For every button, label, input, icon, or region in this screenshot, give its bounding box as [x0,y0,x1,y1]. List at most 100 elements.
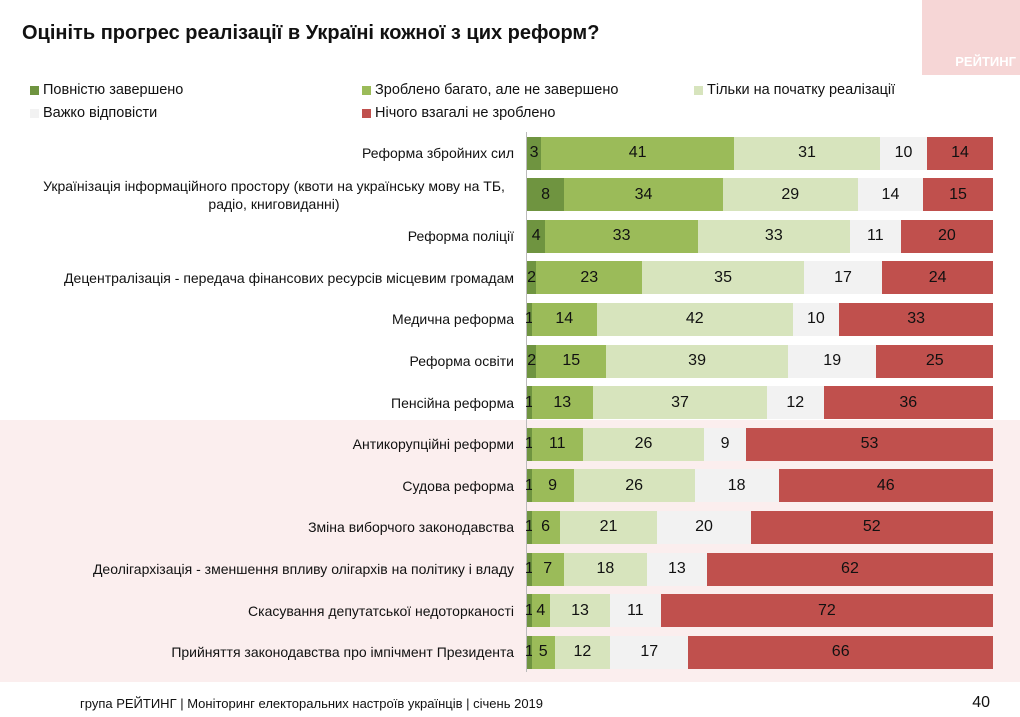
bar-segment: 34 [564,178,723,212]
bar-segment: 31 [734,136,880,170]
bar-segment: 13 [531,386,593,420]
bar-segment: 33 [839,302,993,336]
bar-segment: 2 [527,344,537,378]
bar-segment: 14 [531,302,597,336]
category-label: Судова реформа [402,477,514,494]
legend-swatch [694,85,703,95]
bar-segment: 1 [525,552,534,586]
bar-segment: 4 [531,594,551,628]
legend-item: Важко відповісти [30,105,157,121]
legend-label: Повністю завершено [43,82,184,98]
bar-segment: 18 [694,469,779,503]
legend-label: Зроблено багато, але не завершено [375,82,619,98]
stacked-bar: 1 5 12 17 66 [525,635,993,669]
stacked-bar: 2 23 35 17 24 [527,261,993,295]
legend-label: Тільки на початку реалізації [707,82,896,98]
bar-segment: 1 [525,386,534,420]
bar-segment: 7 [531,552,564,586]
bar-segment: 12 [554,635,611,669]
page-number: 40 [972,694,990,711]
stacked-bar: 2 15 39 19 25 [527,344,993,378]
legend-swatch [30,108,39,118]
legend-swatch [362,85,371,95]
bar-segment: 17 [610,635,689,669]
bar-segment: 18 [563,552,647,586]
logo: РЕЙТИНГ [922,0,1020,75]
stacked-bar: 1 11 26 9 53 [525,427,993,461]
bar-segment: 33 [545,219,698,253]
legend-label: Нічого взагалі не зроблено [375,105,556,121]
stacked-bar: 1 13 37 12 36 [525,386,993,420]
bar-segment: 66 [688,635,993,669]
category-axis [526,132,527,672]
bar-segment: 24 [882,261,993,295]
bar-segment: 2 [527,261,537,295]
stacked-bar: 8 34 29 14 15 [527,178,993,212]
legend-swatch [362,108,371,118]
stacked-bar: 1 9 26 18 46 [525,469,993,503]
bar-segment: 72 [660,594,993,628]
legend-item: Повністю завершено [30,82,183,98]
bar-segment: 13 [646,552,707,586]
legend-item: Тільки на початку реалізації [694,82,895,98]
bar-segment: 14 [927,136,993,170]
legend-label: Важко відповісти [43,105,158,121]
category-label: Скасування депутатської недоторканості [248,602,514,619]
bar-segment: 33 [697,219,850,253]
bar-segment: 1 [525,427,534,461]
bar-segment: 36 [823,386,993,420]
bar-segment: 3 [527,136,542,170]
bar-segment: 13 [550,594,611,628]
bar-segment: 1 [525,594,534,628]
bar-segment: 20 [900,219,993,253]
bar-segment: 11 [849,219,901,253]
bar-segment: 1 [525,635,534,669]
category-label: Зміна виборчого законодавства [308,519,514,536]
bar-segment: 1 [525,302,534,336]
bar-segment: 46 [778,469,993,503]
stacked-bar: 1 14 42 10 33 [525,302,993,336]
bar-segment: 9 [704,427,746,461]
category-label: Медична реформа [391,311,514,328]
bar-segment: 4 [527,219,546,253]
bar-segment: 52 [750,510,993,544]
bar-segment: 17 [803,261,883,295]
bar-segment: 23 [536,261,643,295]
bar-segment: 12 [767,386,824,420]
bar-segment: 11 [610,594,661,628]
bar-segment: 26 [573,469,695,503]
bar-segment: 5 [531,635,555,669]
legend-item: Зроблено багато, але не завершено [362,82,618,98]
bar-segment: 9 [531,469,574,503]
page-title: Оцініть прогрес реалізації в Україні кож… [22,22,600,44]
bar-segment: 42 [596,302,793,336]
bar-segment: 26 [582,427,705,461]
bar-segment: 29 [722,178,858,212]
category-label: Прийняття законодавства про імпічмент Пр… [171,644,514,661]
stacked-bar: 1 6 21 20 52 [525,510,993,544]
bar-segment: 1 [525,510,534,544]
bar-segment: 62 [706,552,993,586]
bar-segment: 19 [787,344,877,378]
category-label: Деолігархізація - зменшення впливу оліга… [92,561,514,577]
legend-item: Нічого взагалі не зроблено [362,105,556,121]
legend-swatch [30,85,39,95]
category-label: Реформа поліції [407,228,514,245]
stacked-bar: 1 4 13 11 72 [525,594,993,628]
category-label: Реформа збройних сил [361,145,514,161]
logo-text: РЕЙТИНГ [955,54,1016,69]
bar-segment: 10 [792,302,840,336]
bar-segment: 41 [541,136,735,170]
bar-segment: 53 [746,427,993,461]
bar-segment: 14 [857,178,924,212]
category-label: Антикорупційні реформи [352,436,514,453]
bar-segment: 21 [559,510,658,544]
bar-segment: 10 [880,136,928,170]
bar-segment: 37 [592,386,768,420]
stacked-bar: 3 41 31 10 14 [527,136,993,170]
bar-segment: 25 [876,344,993,378]
bar-segment: 11 [531,427,583,461]
category-label: Децентралізація - передача фінансових ре… [64,269,514,286]
category-label: Пенсійна реформа [391,394,514,411]
bar-segment: 6 [531,510,560,544]
